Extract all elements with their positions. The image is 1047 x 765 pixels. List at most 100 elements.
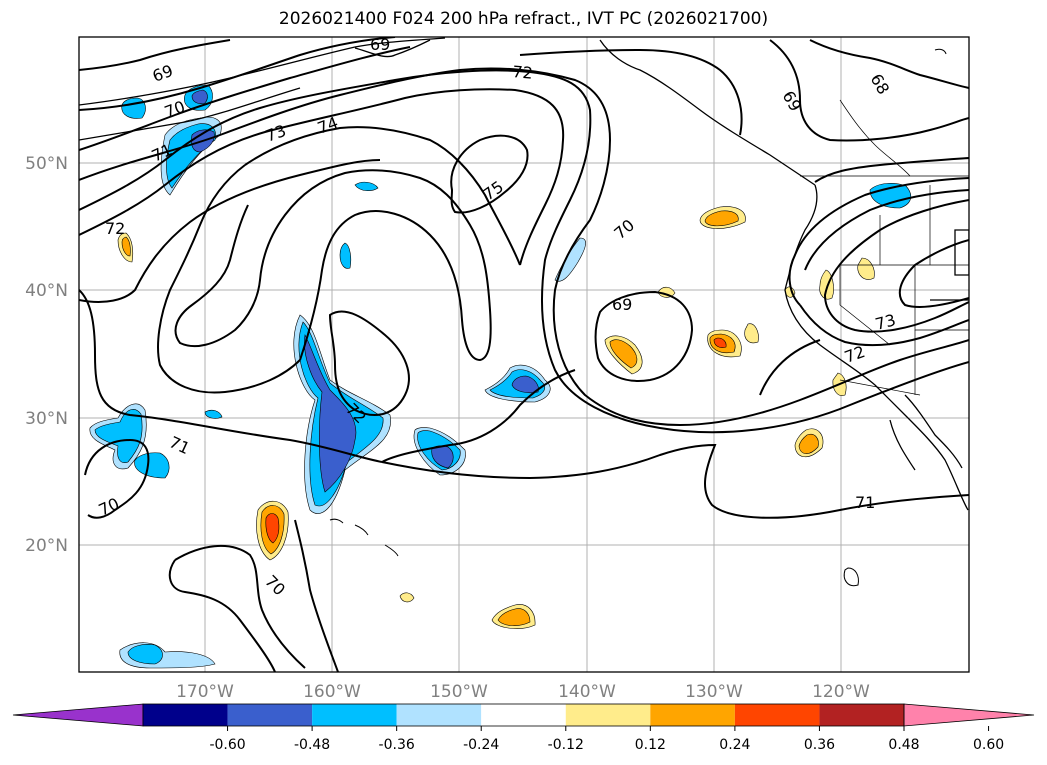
colorbar-segment xyxy=(565,704,651,726)
contour-line xyxy=(79,46,411,151)
ivt-patch-neg xyxy=(354,181,379,191)
lon-label-120w: 120°W xyxy=(812,682,870,702)
colorbar-segment xyxy=(396,704,482,726)
contour-line xyxy=(769,39,969,142)
contour-label: 72 xyxy=(105,219,125,238)
lat-label-40n: 40°N xyxy=(25,281,68,301)
gridlines xyxy=(79,37,969,672)
ivt-patch-pos xyxy=(744,323,759,344)
contour-line xyxy=(79,39,231,71)
colorbar-segment xyxy=(143,704,228,726)
contour-label: 69 xyxy=(612,295,632,314)
contour-line xyxy=(823,199,969,333)
colorbar-tick-label: 0.48 xyxy=(888,737,919,753)
colorbar-tick-label: 0.24 xyxy=(719,737,750,753)
contour-line xyxy=(79,88,565,266)
colorbar-extend-high xyxy=(903,703,1035,727)
coastlines xyxy=(79,37,969,511)
map-frame xyxy=(78,36,970,673)
contour-line xyxy=(898,239,969,308)
ivt-patch-pos xyxy=(497,608,531,626)
ivt-patch-neg xyxy=(191,89,208,104)
contour-line xyxy=(244,126,521,266)
colorbar-segment xyxy=(227,704,313,726)
colorbar-outline xyxy=(142,703,905,727)
ivt-patch-neg xyxy=(511,375,539,394)
contour-line xyxy=(79,69,969,434)
lon-label-170w: 170°W xyxy=(176,682,234,702)
colorbar-tick-label: 0.36 xyxy=(804,737,835,753)
ivt-patch-neg xyxy=(204,409,223,419)
refractivity-contours xyxy=(79,37,969,672)
map-title: 2026021400 F024 200 hPa refract., IVT PC… xyxy=(278,9,769,29)
islands xyxy=(329,48,947,587)
colorbar-extend-low xyxy=(12,703,144,727)
contour-line xyxy=(157,164,301,394)
lon-label-140w: 140°W xyxy=(558,682,616,702)
ivt-patch-neg xyxy=(339,242,352,269)
colorbar-segment xyxy=(819,704,904,726)
ivt-patch-pos xyxy=(819,269,834,300)
lat-label-20n: 20°N xyxy=(25,536,68,556)
colorbar-tick-label: -0.36 xyxy=(379,737,415,753)
ivt-patch-pos xyxy=(704,210,739,227)
colorbar-tick-label: -0.48 xyxy=(294,737,330,753)
latitude-labels: 50°N 40°N 30°N 20°N xyxy=(25,154,68,556)
colorbar-segment xyxy=(312,704,397,726)
contour-line xyxy=(450,134,529,214)
colorbar-tick-label: 0.12 xyxy=(635,737,666,753)
colorbar: -0.60 -0.48 -0.36 -0.24 -0.12 0.12 0.24 0.36 0.4… xyxy=(12,703,1035,753)
colorbar-segment xyxy=(734,704,820,726)
ivt-positive-patches xyxy=(117,206,875,629)
map-background xyxy=(79,37,969,672)
lon-label-150w: 150°W xyxy=(430,682,488,702)
contour-label: 69 xyxy=(370,35,390,54)
contour-line xyxy=(79,67,969,427)
ivt-patch-neg xyxy=(127,644,163,665)
contour-label: 71 xyxy=(855,493,875,512)
lon-label-160w: 160°W xyxy=(303,682,361,702)
ivt-patch-pos xyxy=(857,257,875,280)
colorbar-tick-label: 0.60 xyxy=(973,737,1004,753)
ivt-patch-pos xyxy=(798,434,819,454)
lat-label-30n: 30°N xyxy=(25,409,68,429)
contour-line xyxy=(594,290,694,382)
colorbar-tick-label: -0.12 xyxy=(548,737,584,753)
contour-line xyxy=(174,169,492,362)
contour-line xyxy=(788,177,969,306)
ivt-patch-pos xyxy=(399,592,415,603)
contour-line xyxy=(804,189,969,271)
ivt-patch-pos xyxy=(713,337,727,348)
contour-line xyxy=(79,37,396,111)
contour-line xyxy=(79,289,383,463)
contour-line xyxy=(381,443,969,519)
longitude-labels: 170°W 160°W 150°W 140°W 130°W 120°W xyxy=(176,682,870,702)
contour-line xyxy=(519,48,743,136)
ivt-patch-pos xyxy=(657,286,676,298)
lat-label-50n: 50°N xyxy=(25,154,68,174)
ivt-patch-pos xyxy=(609,339,638,369)
contour-label: 72 xyxy=(512,62,534,83)
colorbar-segment xyxy=(650,704,735,726)
contour-line xyxy=(759,339,821,396)
contour-line xyxy=(809,39,969,89)
ivt-patch-pos xyxy=(121,236,131,257)
contour-label: 73 xyxy=(873,310,898,334)
ivt-patch-neg xyxy=(121,97,146,119)
colorbar-tick-label: -0.60 xyxy=(209,737,245,753)
contour-line xyxy=(294,519,339,672)
contour-line xyxy=(799,304,969,347)
contour-line xyxy=(84,438,150,519)
contour-line xyxy=(381,369,576,463)
lon-label-130w: 130°W xyxy=(685,682,743,702)
contour-line xyxy=(174,544,306,669)
ivt-patch-neg xyxy=(134,452,170,479)
contour-line xyxy=(814,157,969,183)
contour-line xyxy=(79,159,381,303)
ivt-patch-pos xyxy=(265,513,280,544)
contour-line xyxy=(328,310,410,416)
colorbar-segment xyxy=(481,704,566,726)
colorbar-tick-label: -0.24 xyxy=(463,737,499,753)
contour-line xyxy=(168,559,276,672)
